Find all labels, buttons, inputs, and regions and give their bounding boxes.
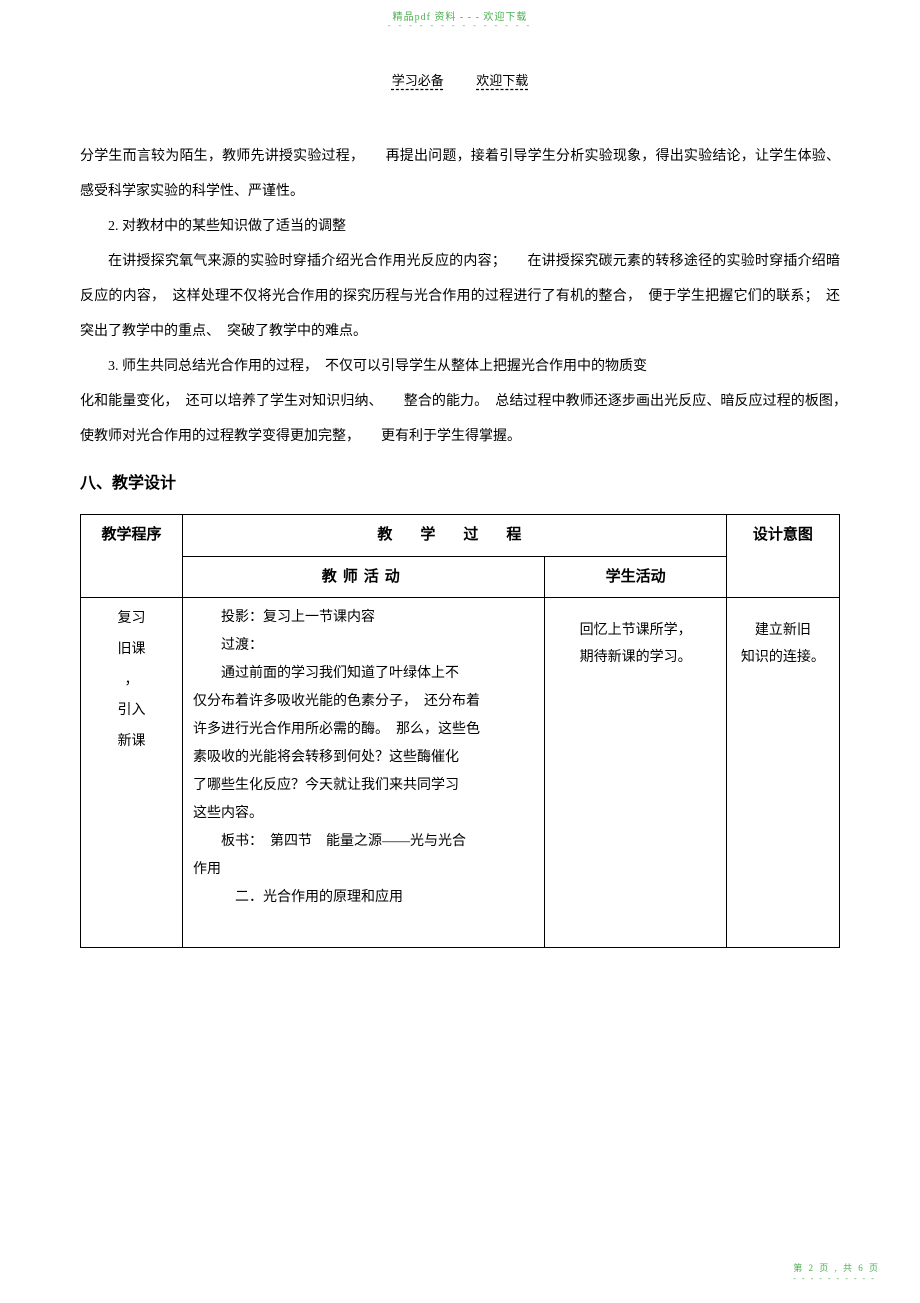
section-8-heading: 八、教学设计	[80, 464, 840, 504]
col-header-program: 教学程序	[81, 515, 183, 598]
teacher-line: 投影：复习上一节课内容	[193, 604, 535, 632]
table-row: 复习 旧课 ， 引入 新课 投影：复习上一节课内容 过渡： 通过前面的学习我们知…	[81, 598, 840, 948]
paragraph-1: 分学生而言较为陌生，教师先讲授实验过程， 再提出问题，接着引导学生分析实验现象，…	[80, 139, 840, 209]
footer: 第 2 页 , 共 6 页 - - - - - - - - - -	[793, 1261, 880, 1283]
design-line: 知识的连接。	[737, 645, 829, 672]
paragraph-3: 化和能量变化， 还可以培养了学生对知识归纳、 整合的能力。 总结过程中教师还逐步…	[80, 384, 840, 454]
cell-teacher: 投影：复习上一节课内容 过渡： 通过前面的学习我们知道了叶绿体上不 仅分布着许多…	[182, 598, 545, 948]
col-header-student: 学生活动	[545, 556, 726, 598]
program-line: 新课	[91, 727, 172, 758]
title-right: 欢迎下载	[476, 73, 528, 88]
paragraph-2: 在讲授探究氧气来源的实验时穿插介绍光合作用光反应的内容； 在讲授探究碳元素的转移…	[80, 244, 840, 349]
teacher-line: 作用	[193, 862, 221, 877]
header-watermark: 精品pdf 资料 - - - 欢迎下载	[0, 0, 920, 23]
teacher-line: 通过前面的学习我们知道了叶绿体上不	[193, 660, 535, 688]
cell-student: 回忆上节课所学， 期待新课的学习。	[545, 598, 726, 948]
col-header-teacher: 教师活动	[182, 556, 545, 598]
program-line: 引入	[91, 696, 172, 727]
program-line: ，	[91, 666, 172, 697]
main-content: 分学生而言较为陌生，教师先讲授实验过程， 再提出问题，接着引导学生分析实验现象，…	[0, 139, 920, 948]
design-line: 建立新旧	[737, 618, 829, 645]
student-line: 期待新课的学习。	[555, 645, 715, 672]
footer-page: 第 2 页 , 共 6 页	[793, 1261, 880, 1274]
teacher-line: 仅分布着许多吸收光能的色素分子， 还分布着	[193, 694, 480, 709]
table-header-row-2: 教师活动 学生活动	[81, 556, 840, 598]
teacher-line: 过渡：	[193, 632, 535, 660]
teacher-line: 素吸收的光能将会转移到何处？这些酶催化	[193, 750, 459, 765]
program-line: 旧课	[91, 635, 172, 666]
col-header-design: 设计意图	[726, 515, 839, 598]
cell-design: 建立新旧 知识的连接。	[726, 598, 839, 948]
header-dots: - - - - - - - - - - - - - -	[0, 21, 920, 30]
teacher-line: 了哪些生化反应？今天就让我们来共同学习	[193, 778, 459, 793]
teacher-line: 这些内容。	[193, 806, 263, 821]
cell-program: 复习 旧课 ， 引入 新课	[81, 598, 183, 948]
table-header-row-1: 教学程序 教学过程 设计意图	[81, 515, 840, 557]
item-3-label: 3. 师生共同总结光合作用的过程， 不仅可以引导学生从整体上把握光合作用中的物质…	[80, 349, 840, 384]
col-header-process: 教学过程	[182, 515, 726, 557]
program-line: 复习	[91, 604, 172, 635]
teacher-line: 许多进行光合作用所必需的酶。 那么，这些色	[193, 722, 480, 737]
title-left: 学习必备	[392, 73, 444, 88]
page-title: 学习必备 欢迎下载	[0, 70, 920, 89]
teaching-design-table: 教学程序 教学过程 设计意图 教师活动 学生活动 复习 旧课 ， 引入 新课 投…	[80, 514, 840, 948]
item-2-label: 2. 对教材中的某些知识做了适当的调整	[80, 209, 840, 244]
footer-dots: - - - - - - - - - -	[793, 1274, 880, 1283]
student-line: 回忆上节课所学，	[555, 618, 715, 645]
teacher-line: 二．光合作用的原理和应用	[193, 884, 535, 912]
teacher-line: 板书： 第四节 能量之源——光与光合	[193, 828, 535, 856]
